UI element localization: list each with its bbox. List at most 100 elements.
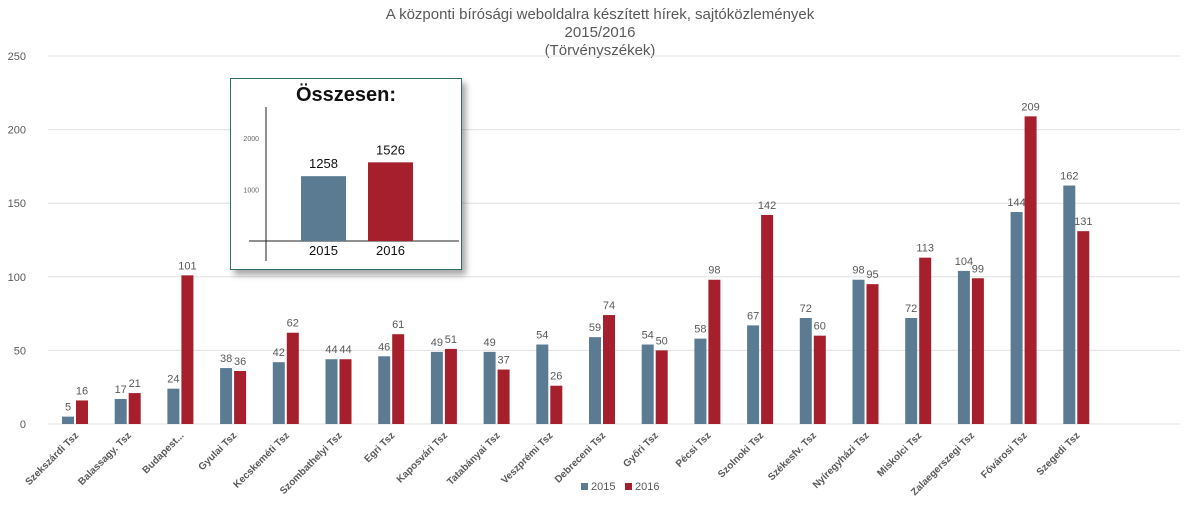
y-tick-label: 0 [20,419,26,431]
legend-label: 2015 [591,481,615,493]
bar-2015 [1063,185,1076,424]
data-label: 24 [167,374,179,386]
data-label: 21 [129,378,141,390]
inset-y-tick-label: 1000 [243,187,259,194]
bar-2015 [62,416,74,424]
bar-2016 [339,359,352,424]
data-label: 99 [972,263,984,275]
bar-2016 [497,369,510,424]
bar-2016 [919,257,932,424]
bar-2016 [708,279,721,424]
data-label: 95 [866,269,878,281]
data-label: 61 [392,319,404,331]
data-label: 113 [916,243,934,255]
data-label: 49 [431,337,443,349]
inset-y-tick-label: 2000 [243,136,259,143]
bar-2016 [286,332,299,424]
data-label: 209 [1021,101,1039,113]
x-tick-label: Győri Tsz [621,430,660,469]
x-tick-label: Szolnoki Tsz [716,430,766,480]
data-label: 98 [852,265,864,277]
inset-x-tick-label: 2016 [376,243,405,258]
bar-2015 [483,351,496,424]
bar-2016 [444,348,457,424]
y-tick-label: 250 [8,51,26,63]
bar-2016 [866,284,879,424]
data-label: 72 [800,303,812,315]
data-label: 144 [1007,197,1025,209]
bar-2016 [181,275,194,424]
x-tick-label: Kecskeméti Tsz [232,430,292,490]
bar-2015 [325,359,338,424]
y-tick-label: 50 [14,345,26,357]
bar-2015 [799,318,812,424]
data-label: 17 [115,384,127,396]
bar-2016 [392,334,405,424]
x-tick-label: Székesfv. Tsz [766,430,819,483]
legend-label: 2016 [635,481,659,493]
bar-2016 [234,371,247,424]
data-label: 54 [536,330,548,342]
x-tick-label: Szegedi Tsz [1035,430,1083,478]
x-tick-label: Balassagy. Tsz [76,430,133,487]
data-label: 50 [656,335,668,347]
x-tick-label: Kaposvári Tsz [395,430,450,485]
data-label: 37 [497,355,509,367]
bar-2015 [957,270,970,424]
data-label: 49 [483,337,495,349]
bar-2016 [813,335,826,424]
chart-subtitle-period: 2015/2016 [564,24,636,41]
data-label: 162 [1060,171,1078,183]
legend-swatch [581,483,588,490]
data-label: 131 [1074,216,1092,228]
total-inset-panel: Összesen: 1000 2000 1258 2015 1526 2016 [230,78,462,270]
bar-2016 [128,393,141,424]
bar-2015 [852,279,865,424]
x-tick-label: Fővárosi Tsz [979,430,1029,480]
data-label: 16 [76,385,88,397]
data-label: 72 [905,303,917,315]
bar-2015 [430,351,443,424]
bar-2016 [76,400,88,424]
data-label: 104 [955,256,973,268]
bar-2016 [1077,231,1090,424]
data-label: 38 [220,353,232,365]
x-tick-label: Budapest... [141,430,187,476]
bar-2015 [747,325,760,424]
x-tick-label: Pécsi Tsz [674,430,713,469]
bar-2016 [971,278,984,424]
x-tick-label: Egri Tsz [363,430,398,465]
x-tick-label: Miskolci Tsz [875,430,924,479]
x-tick-label: Tatabányai Tsz [445,430,502,487]
data-label: 98 [708,265,720,277]
inset-chart: 1000 2000 1258 2015 1526 2016 [243,107,459,261]
bar-2015 [641,344,654,424]
bar-2015 [167,388,180,424]
inset-bar-2016 [368,162,413,241]
x-tick-label: Veszprémi Tsz [499,430,555,486]
bar-2015 [1010,212,1023,424]
data-label: 62 [287,318,299,330]
inset-x-tick-label: 2015 [309,243,338,258]
data-label: 74 [603,300,615,312]
data-label: 59 [589,322,601,334]
data-label: 54 [642,330,654,342]
inset-data-label: 1258 [309,156,338,171]
x-tick-label: Nyíregyházi Tsz [811,430,872,491]
legend-swatch [625,483,632,490]
data-label: 51 [445,334,457,346]
bar-2015 [589,337,601,424]
bar-2015 [694,338,707,424]
data-label: 142 [758,200,776,212]
bar-2016 [655,350,668,424]
y-tick-label: 150 [8,198,26,210]
bar-2015 [272,362,285,424]
data-label: 46 [378,341,390,353]
data-label: 58 [694,324,706,336]
data-label: 101 [178,260,196,272]
inset-title: Összesen: [295,84,397,106]
bar-2016 [603,315,615,424]
inset-data-label: 1526 [376,142,405,157]
